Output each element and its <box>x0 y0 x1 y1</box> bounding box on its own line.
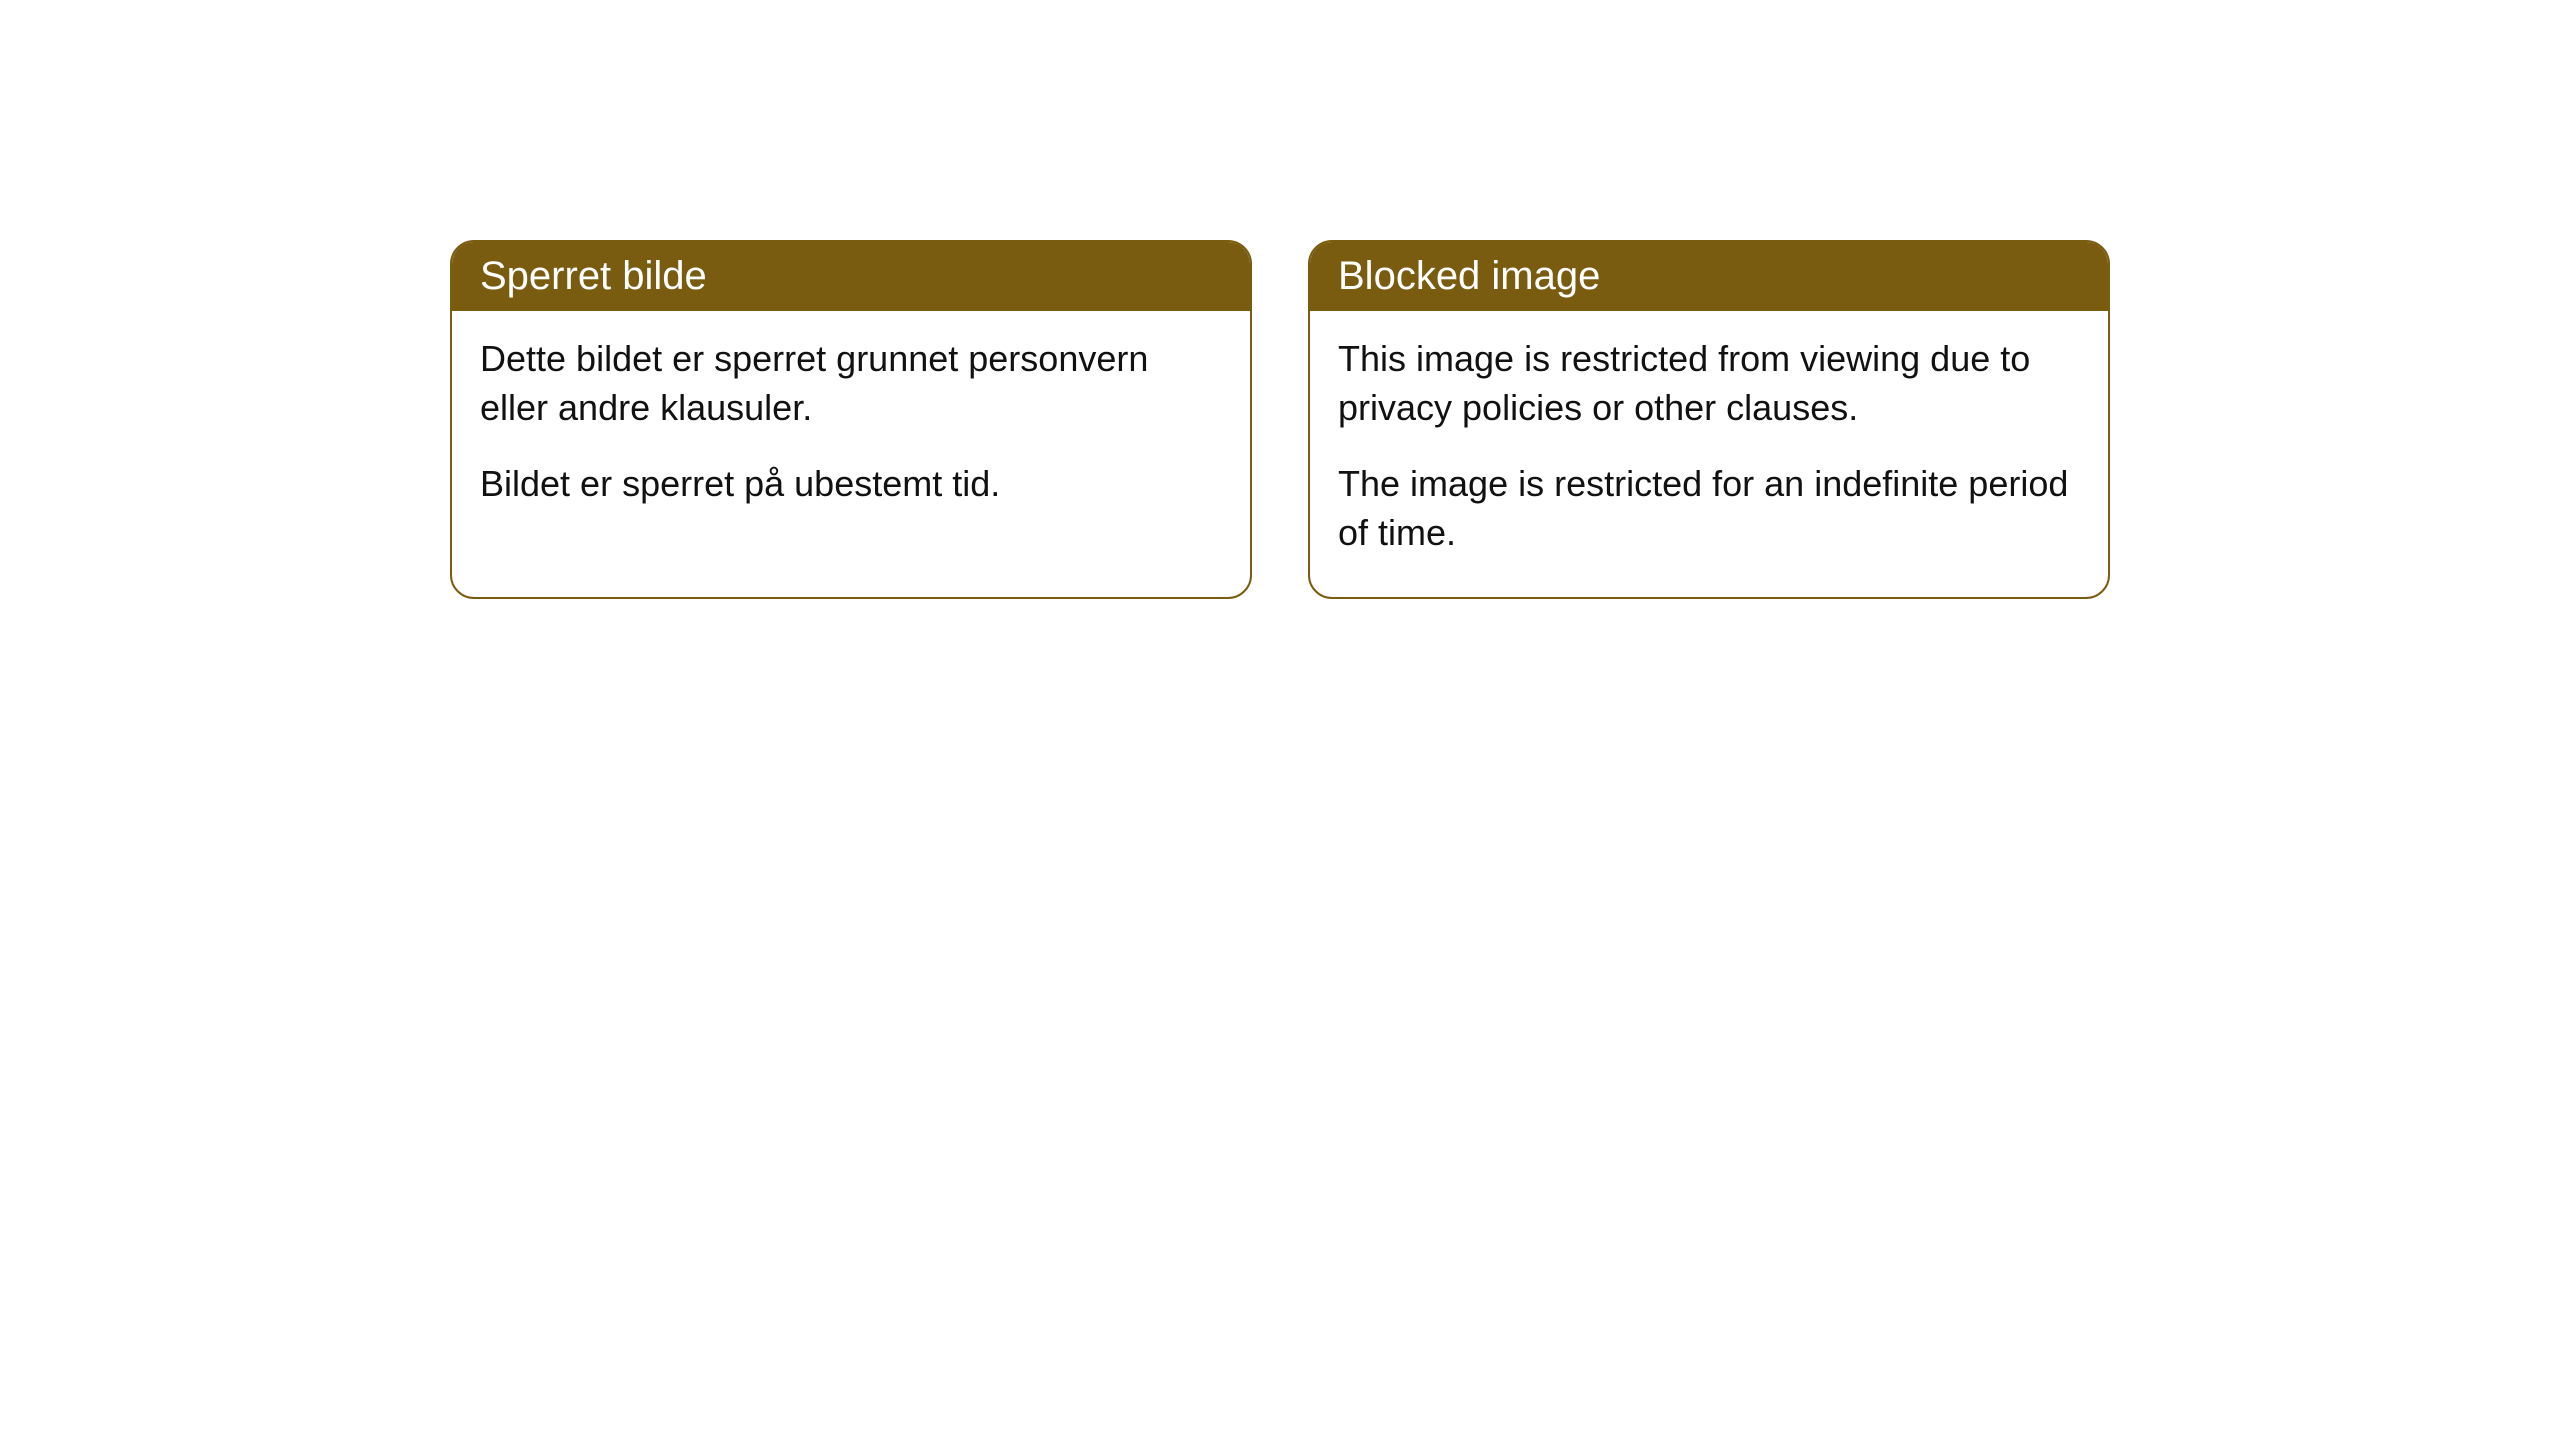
card-title-english: Blocked image <box>1310 242 2108 311</box>
notice-cards-container: Sperret bilde Dette bildet er sperret gr… <box>450 240 2110 599</box>
card-body-english: This image is restricted from viewing du… <box>1310 311 2108 597</box>
blocked-image-card-english: Blocked image This image is restricted f… <box>1308 240 2110 599</box>
card-paragraph-2-english: The image is restricted for an indefinit… <box>1338 460 2080 557</box>
card-paragraph-2-norwegian: Bildet er sperret på ubestemt tid. <box>480 460 1222 509</box>
blocked-image-card-norwegian: Sperret bilde Dette bildet er sperret gr… <box>450 240 1252 599</box>
card-title-norwegian: Sperret bilde <box>452 242 1250 311</box>
card-paragraph-1-english: This image is restricted from viewing du… <box>1338 335 2080 432</box>
card-paragraph-1-norwegian: Dette bildet er sperret grunnet personve… <box>480 335 1222 432</box>
card-body-norwegian: Dette bildet er sperret grunnet personve… <box>452 311 1250 549</box>
